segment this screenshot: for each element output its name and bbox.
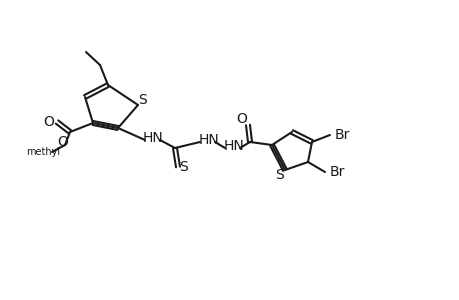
Text: HN: HN xyxy=(142,131,163,145)
Text: Br: Br xyxy=(334,128,349,142)
Text: HN: HN xyxy=(198,133,219,147)
Text: S: S xyxy=(275,168,284,182)
Text: S: S xyxy=(138,93,147,107)
Text: O: O xyxy=(44,115,54,129)
Text: O: O xyxy=(57,135,68,149)
Text: methyl: methyl xyxy=(26,147,60,157)
Text: O: O xyxy=(236,112,247,126)
Text: Br: Br xyxy=(329,165,344,179)
Text: S: S xyxy=(179,160,188,174)
Text: HN: HN xyxy=(223,139,244,153)
